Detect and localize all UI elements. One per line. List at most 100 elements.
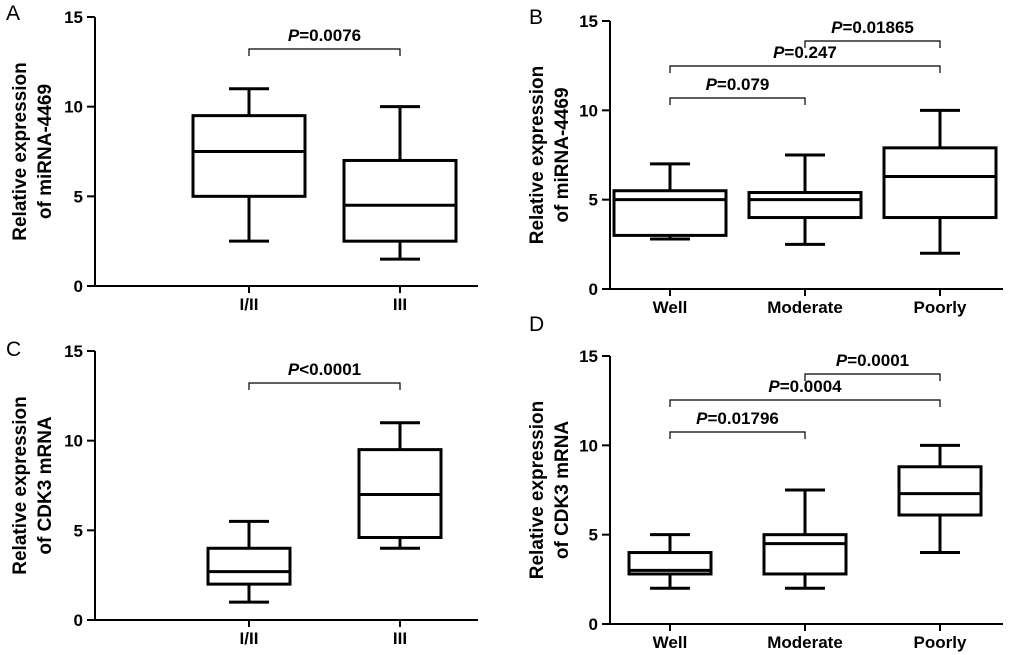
x-tick-label: III	[393, 295, 407, 314]
y-axis-title-line1: Relative expression	[10, 62, 31, 240]
p-symbol: P	[831, 18, 843, 37]
y-axis-title-line2: of miRNA-4469	[552, 87, 573, 222]
significance-bracket: P=0.01796	[669, 409, 806, 439]
p-symbol: P	[773, 43, 785, 62]
box-iqr	[191, 114, 307, 198]
y-axis-title-line2: of CDK3 mRNA	[552, 421, 573, 560]
box-plot-poorly	[897, 443, 983, 555]
p-value-label: P=0.0076	[288, 26, 361, 45]
box-plot-i-ii	[206, 519, 292, 604]
panel-label: C	[6, 338, 21, 361]
x-tick-label: Poorly	[914, 298, 967, 317]
y-tick-label: 0	[589, 280, 598, 299]
chart-panel-d: D Relative expression of CDK3 mRNA 0 5 10 15 We…	[527, 313, 1003, 652]
bracket-line	[669, 399, 941, 407]
box-iqr	[206, 546, 292, 586]
p-value: =0.079	[717, 75, 769, 94]
y-axis-title-line2: of miRNA-4469	[35, 84, 56, 219]
p-value: =0.01865	[842, 18, 913, 37]
box-iqr	[627, 551, 713, 576]
p-value-label: P=0.0001	[836, 351, 909, 370]
significance-bracket: P=0.0001	[804, 351, 941, 381]
p-symbol: P	[288, 360, 300, 379]
p-value-label: P=0.01796	[696, 409, 779, 428]
p-value-label: P<0.0001	[288, 360, 361, 379]
x-tick-label: Moderate	[767, 298, 843, 317]
p-value: =0.0004	[780, 377, 842, 396]
bracket-line	[248, 382, 401, 390]
y-axis-title-line1: Relative expression	[527, 66, 548, 244]
y-tick-label: 10	[64, 432, 83, 451]
y-axis-title-line2: of CDK3 mRNA	[35, 416, 56, 555]
y-tick-label: 0	[74, 277, 83, 296]
p-symbol: P	[836, 351, 848, 370]
x-tick-label: Well	[653, 298, 688, 317]
p-value: =0.0076	[299, 26, 361, 45]
y-axis-title-line1: Relative expression	[10, 396, 31, 574]
significance-bracket: P=0.079	[669, 75, 806, 105]
panel-label: A	[6, 2, 20, 25]
y-tick-label: 0	[74, 611, 83, 630]
bracket-line	[669, 97, 806, 105]
box-iqr	[747, 191, 863, 220]
significance-bracket: P<0.0001	[248, 360, 401, 390]
bracket-line	[669, 65, 941, 73]
significance-bracket: P=0.01865	[804, 18, 941, 48]
p-value: =0.247	[784, 43, 836, 62]
p-symbol: P	[696, 409, 708, 428]
box-plot-well	[612, 162, 728, 241]
y-tick-label: 5	[589, 526, 598, 545]
x-tick-label: III	[393, 629, 407, 648]
p-symbol: P	[706, 75, 718, 94]
box-plot-iii	[342, 105, 458, 261]
p-value: =0.0001	[847, 351, 909, 370]
panel-label: D	[529, 313, 544, 336]
y-tick-label: 10	[579, 101, 598, 120]
chart-panel-b: B Relative expression of miRNA-4469 0 5 10 15 W…	[527, 6, 1003, 317]
significance-bracket: P=0.0004	[669, 377, 941, 407]
box-iqr	[612, 189, 728, 237]
x-tick-label: I/II	[240, 629, 259, 648]
box-iqr	[897, 465, 983, 517]
panel-label: B	[529, 6, 543, 29]
box-plot-poorly	[882, 108, 998, 255]
x-tick-label: Moderate	[767, 633, 843, 652]
box-iqr	[342, 158, 458, 243]
y-tick-label: 5	[589, 191, 598, 210]
p-value: <0.0001	[299, 360, 361, 379]
box-plot-moderate	[762, 488, 848, 590]
y-tick-label: 15	[579, 347, 598, 366]
p-symbol: P	[288, 26, 300, 45]
chart-panel-c: C Relative expression of CDK3 mRNA 0 5 10 15 I/…	[6, 338, 478, 648]
bracket-line	[248, 48, 401, 56]
y-tick-label: 0	[589, 615, 598, 634]
bracket-line	[804, 373, 941, 381]
box-plot-moderate	[747, 153, 863, 246]
p-value-label: P=0.0004	[768, 377, 842, 396]
y-tick-label: 10	[579, 436, 598, 455]
x-tick-label: Well	[653, 633, 688, 652]
x-tick-label: I/II	[240, 295, 259, 314]
y-tick-label: 5	[74, 521, 83, 540]
y-axis-title-line1: Relative expression	[527, 401, 548, 579]
p-value-label: P=0.079	[706, 75, 770, 94]
x-tick-label: Poorly	[914, 633, 967, 652]
significance-bracket: P=0.247	[669, 43, 941, 73]
box-plot-i-ii	[191, 87, 307, 243]
y-tick-label: 15	[579, 12, 598, 31]
box-iqr	[882, 146, 998, 220]
p-value-label: P=0.247	[773, 43, 837, 62]
bracket-line	[669, 431, 806, 439]
significance-bracket: P=0.0076	[248, 26, 401, 56]
bracket-line	[804, 40, 941, 48]
y-tick-label: 15	[64, 342, 83, 361]
y-tick-label: 15	[64, 8, 83, 27]
p-symbol: P	[768, 377, 780, 396]
y-tick-label: 10	[64, 98, 83, 117]
chart-panel-a: A Relative expression of miRNA-4469 0 5 10 15 I…	[6, 2, 478, 314]
p-value-label: P=0.01865	[831, 18, 914, 37]
p-value: =0.01796	[707, 409, 778, 428]
box-plot-well	[627, 533, 713, 590]
box-plot-iii	[357, 421, 443, 550]
